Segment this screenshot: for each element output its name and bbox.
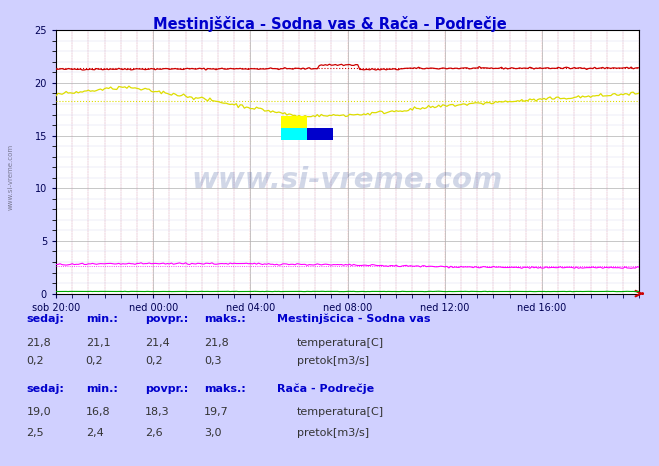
Text: 19,0: 19,0 (26, 407, 51, 418)
Text: 2,6: 2,6 (145, 428, 163, 439)
Text: Mestinjšcica - Sodna vas: Mestinjšcica - Sodna vas (277, 314, 430, 324)
Text: min.:: min.: (86, 314, 117, 324)
Text: 21,8: 21,8 (26, 337, 51, 348)
Text: Mestinjščica - Sodna vas & Rača - Podrečje: Mestinjščica - Sodna vas & Rača - Podreč… (153, 16, 506, 32)
Text: povpr.:: povpr.: (145, 384, 188, 394)
Text: sedaj:: sedaj: (26, 314, 64, 324)
Text: 2,5: 2,5 (26, 428, 44, 439)
Text: 3,0: 3,0 (204, 428, 222, 439)
Text: temperatura[C]: temperatura[C] (297, 407, 384, 418)
Text: 0,3: 0,3 (204, 356, 222, 366)
Text: 21,1: 21,1 (86, 337, 110, 348)
Text: 0,2: 0,2 (26, 356, 44, 366)
Text: min.:: min.: (86, 384, 117, 394)
Text: povpr.:: povpr.: (145, 314, 188, 324)
Bar (281, 128, 307, 139)
Text: 19,7: 19,7 (204, 407, 229, 418)
Text: 18,3: 18,3 (145, 407, 169, 418)
Text: 0,2: 0,2 (86, 356, 103, 366)
Text: maks.:: maks.: (204, 384, 246, 394)
Text: 0,2: 0,2 (145, 356, 163, 366)
Text: maks.:: maks.: (204, 314, 246, 324)
Text: 2,4: 2,4 (86, 428, 103, 439)
Text: sedaj:: sedaj: (26, 384, 64, 394)
Text: 21,4: 21,4 (145, 337, 170, 348)
Text: temperatura[C]: temperatura[C] (297, 337, 384, 348)
Bar (281, 116, 307, 128)
Text: Rača - Podrečje: Rača - Podrečje (277, 384, 374, 394)
Text: www.si-vreme.com: www.si-vreme.com (8, 144, 14, 210)
Text: 21,8: 21,8 (204, 337, 229, 348)
Text: www.si-vreme.com: www.si-vreme.com (192, 166, 503, 194)
Text: pretok[m3/s]: pretok[m3/s] (297, 356, 368, 366)
Text: pretok[m3/s]: pretok[m3/s] (297, 428, 368, 439)
Text: 16,8: 16,8 (86, 407, 110, 418)
Bar (307, 128, 333, 139)
